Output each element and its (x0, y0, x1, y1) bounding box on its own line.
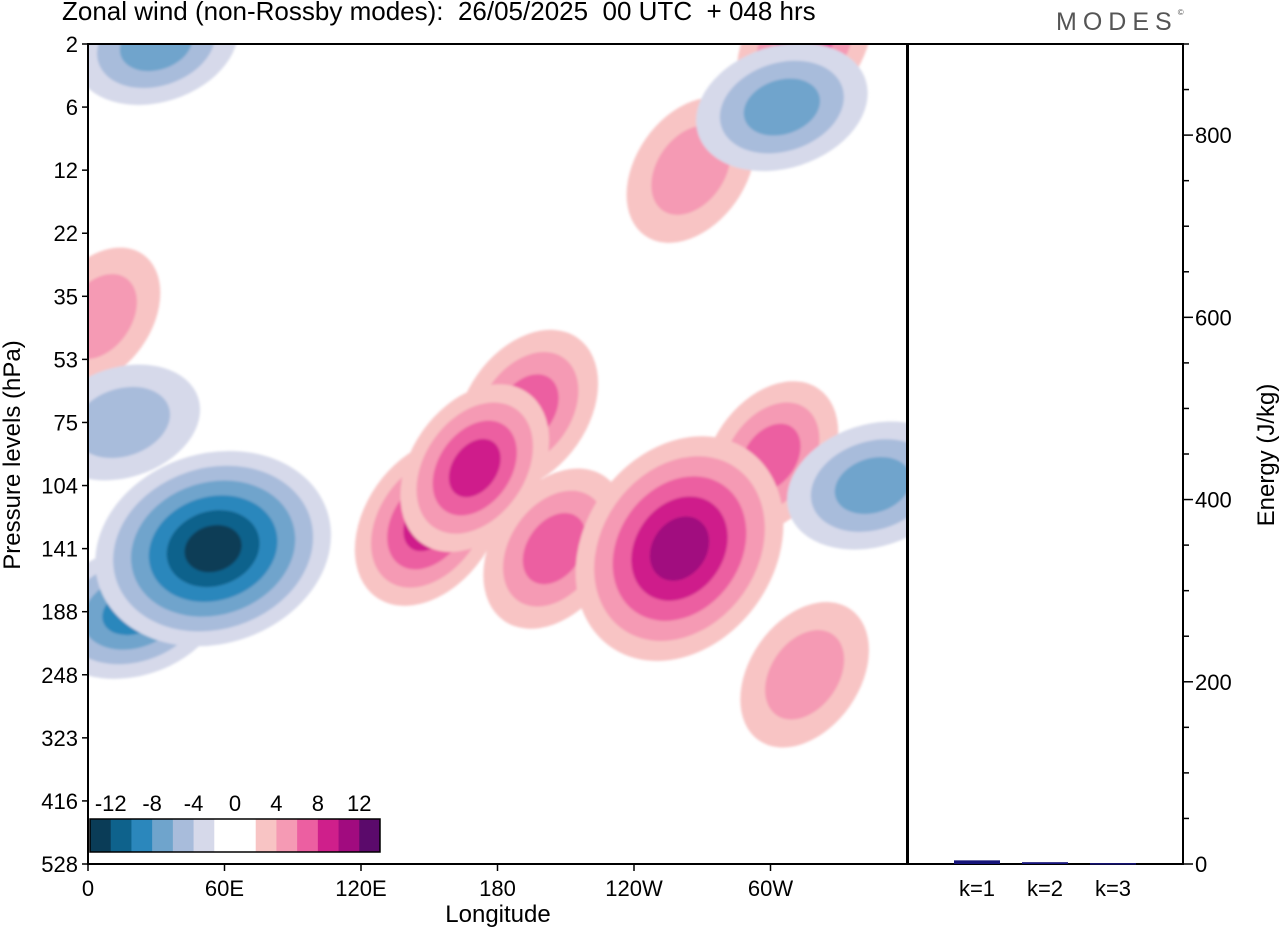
y-tick-label: 75 (54, 410, 78, 435)
energy-tick-label: 800 (1195, 123, 1232, 148)
y-tick-label: 528 (41, 852, 78, 877)
colorbar-swatch (338, 819, 360, 852)
x-tick-label: 0 (82, 876, 94, 901)
energy-bars: k=1 k=2 k=3 (954, 860, 1136, 901)
y-axis-labels: 2 6 12 22 35 53 75 104 141 188 248 323 416 528 (41, 32, 88, 877)
y-tick-label: 323 (41, 726, 78, 751)
x-axis-title: Longitude (445, 901, 550, 928)
energy-axis-title: Energy (J/kg) (1253, 384, 1280, 527)
energy-tick-label: 600 (1195, 305, 1232, 330)
colorbar-swatch (172, 819, 195, 852)
colorbar-label: 12 (347, 791, 371, 816)
y-tick-label: 416 (41, 789, 78, 814)
energy-tick-label: 0 (1195, 852, 1207, 877)
contour-band (765, 630, 845, 720)
colorbar-swatch (235, 819, 257, 852)
x-tick-label: 120W (605, 876, 663, 901)
colorbar-label: -4 (184, 791, 204, 816)
contour-band (743, 78, 820, 136)
colorbar-swatch (90, 819, 112, 852)
y-tick-label: 35 (54, 284, 78, 309)
y-tick-label: 53 (54, 347, 78, 372)
energy-category-label: k=2 (1027, 876, 1063, 901)
contour-band (522, 513, 586, 585)
y-tick-label: 22 (54, 221, 78, 246)
colorbar-swatch (131, 819, 153, 852)
colorbar-label: 0 (229, 791, 241, 816)
x-tick-label: 60E (205, 876, 244, 901)
x-tick-label: 60W (748, 876, 793, 901)
energy-tick-label: 400 (1195, 488, 1232, 513)
contour-band (88, 386, 171, 459)
energy-category-label: k=1 (959, 876, 995, 901)
contour-band (834, 457, 907, 515)
contour-band (97, 44, 216, 89)
colorbar-label: -12 (95, 791, 127, 816)
colorbar-swatch (110, 819, 132, 852)
colorbar-label: 8 (312, 791, 324, 816)
energy-category-label: k=3 (1095, 876, 1131, 901)
colorbar-swatch (214, 819, 236, 852)
contour-band (448, 438, 501, 498)
colorbar-swatch (276, 819, 298, 852)
energy-bar (1022, 862, 1068, 864)
energy-bar (954, 860, 1000, 864)
contour-band (184, 524, 242, 573)
colorbar-swatch (317, 819, 340, 852)
colorbar-frame (89, 818, 381, 853)
colorbar-swatch (297, 819, 319, 852)
y-tick-label: 248 (41, 663, 78, 688)
colorbar-swatch (152, 819, 174, 852)
energy-frame (907, 43, 1184, 865)
contour-band (649, 516, 710, 581)
y-tick-label: 188 (41, 600, 78, 625)
colorbar-label: -8 (142, 791, 162, 816)
x-tick-label: 120E (335, 876, 386, 901)
y-tick-label: 12 (54, 158, 78, 183)
y-tick-label: 141 (41, 537, 78, 562)
heatmap-field (88, 44, 907, 748)
colorbar-swatch (255, 819, 277, 852)
contour-band (88, 274, 137, 360)
y-axis-title: Pressure levels (hPa) (0, 340, 26, 569)
y-tick-label: 104 (41, 474, 78, 499)
x-axis-labels: 0 60E 120E 180 120W 60W (82, 864, 793, 901)
y-tick-label: 2 (66, 32, 78, 57)
energy-axis: 0 200 400 600 800 (1183, 43, 1232, 877)
energy-tick-label: 200 (1195, 670, 1232, 695)
colorbar-swatch (193, 819, 215, 852)
colorbar-label: 4 (270, 791, 282, 816)
logo-text: MODES (1056, 8, 1178, 36)
chart-title: Zonal wind (non-Rossby modes): 26/05/202… (62, 0, 816, 26)
modes-logo: MODES© (1056, 8, 1184, 37)
colorbar: -12 -8 -4 0 4 8 12 (89, 791, 381, 853)
energy-bar (1090, 863, 1136, 865)
colorbar-swatch (359, 819, 381, 852)
heatmap-contours (88, 44, 907, 748)
x-tick-label: 180 (479, 876, 516, 901)
y-tick-label: 6 (66, 95, 78, 120)
logo-copyright-mark: © (1177, 8, 1184, 17)
